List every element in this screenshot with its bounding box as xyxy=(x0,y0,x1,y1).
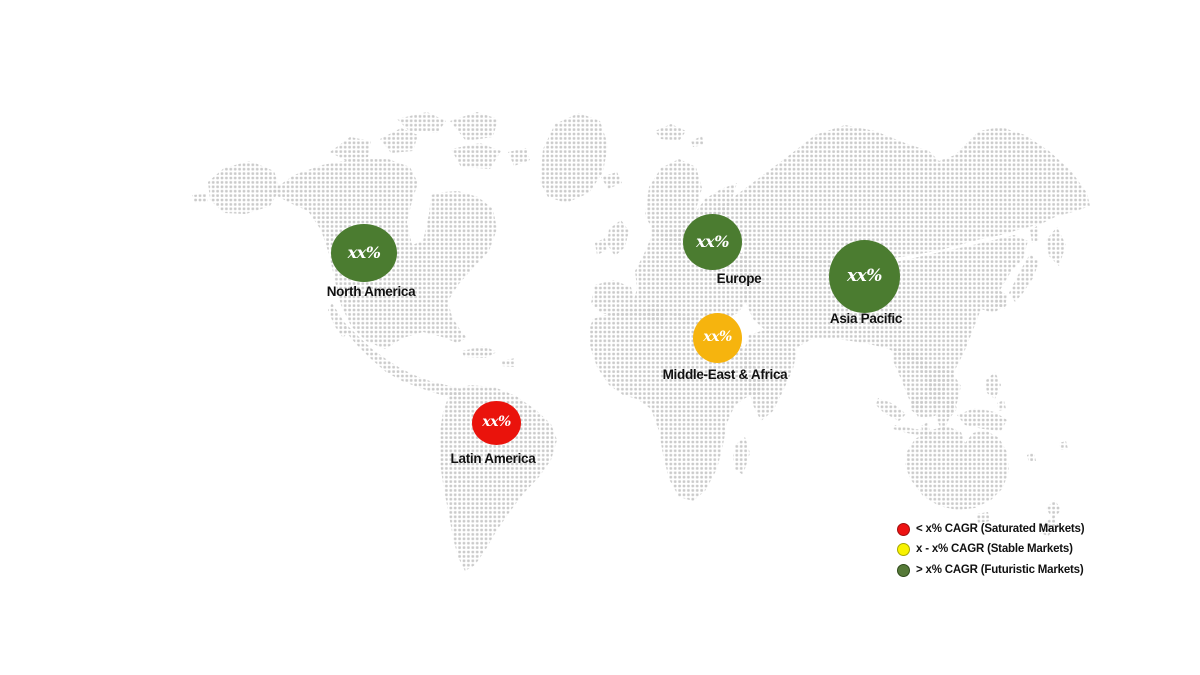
map-japan xyxy=(1009,254,1039,302)
bubble-value: xx% xyxy=(703,329,732,345)
region-label-north-america: North America xyxy=(326,284,416,299)
bubble-middle-east-africa: xx% xyxy=(693,313,742,363)
map-new-guinea xyxy=(957,408,1007,431)
map-arctic-island-6 xyxy=(508,148,530,166)
map-fiji xyxy=(1059,441,1068,450)
legend-label: x - x% CAGR (Stable Markets) xyxy=(916,543,1073,555)
legend-dot-futuristic xyxy=(897,563,910,577)
region-label-europe: Europe xyxy=(716,271,762,286)
bubble-value: xx% xyxy=(696,231,729,251)
bubble-value: xx% xyxy=(347,242,381,262)
legend: < x% CAGR (Saturated Markets) x - x% CAG… xyxy=(897,522,1085,584)
map-sumatra xyxy=(876,398,906,421)
map-arabia xyxy=(743,329,797,421)
legend-item-saturated: < x% CAGR (Saturated Markets) xyxy=(897,522,1085,536)
legend-dot-saturated xyxy=(897,522,910,536)
map-russia xyxy=(700,125,1090,265)
region-label-middle-east-africa: Middle-East & Africa xyxy=(662,367,788,382)
map-arctic-island-5 xyxy=(451,143,501,169)
map-cuba xyxy=(462,346,497,358)
region-label-asia-pacific: Asia Pacific xyxy=(829,311,903,326)
map-indochina xyxy=(929,364,961,434)
map-madagascar xyxy=(733,437,750,475)
map-ireland xyxy=(595,238,607,255)
map-korea xyxy=(995,289,1007,309)
map-south-america xyxy=(439,385,557,571)
bubble-europe: xx% xyxy=(683,214,742,270)
map-arctic-island-2 xyxy=(380,128,418,153)
legend-item-futuristic: > x% CAGR (Futuristic Markets) xyxy=(897,563,1084,577)
legend-label: < x% CAGR (Saturated Markets) xyxy=(916,522,1085,535)
map-australia xyxy=(905,426,1009,510)
map-uk xyxy=(607,220,629,256)
map-borneo xyxy=(911,394,939,418)
map-svalbard-2 xyxy=(691,136,704,147)
map-java xyxy=(893,425,933,437)
map-tasmania xyxy=(976,512,990,523)
map-sakhalin xyxy=(1030,226,1039,243)
map-iceland xyxy=(601,172,622,189)
bubble-value: xx% xyxy=(847,265,882,286)
bubble-asia-pacific: xx% xyxy=(829,240,900,313)
map-baja xyxy=(328,303,349,338)
map-arctic-island-4 xyxy=(450,112,498,141)
bubble-value: xx% xyxy=(482,414,511,430)
legend-item-stable: x - x% CAGR (Stable Markets) xyxy=(897,543,1084,557)
map-arctic-island-3 xyxy=(397,112,446,133)
map-new-zealand-north xyxy=(1046,500,1061,520)
map-kamchatka xyxy=(1046,227,1066,266)
map-mexico xyxy=(344,322,464,398)
legend-label: > x% CAGR (Futuristic Markets) xyxy=(916,563,1084,576)
map-greenland xyxy=(540,113,608,203)
map-new-caledonia xyxy=(1027,452,1036,463)
map-sulawesi xyxy=(943,396,957,419)
map-central-asia-china xyxy=(739,235,1028,404)
map-svalbard-1 xyxy=(655,124,686,141)
bubble-latin-america: xx% xyxy=(472,401,521,445)
bubble-north-america: xx% xyxy=(331,224,397,282)
map-hispaniola xyxy=(501,358,515,367)
map-arctic-island-1 xyxy=(330,137,371,161)
map-aleutians xyxy=(192,194,208,203)
region-label-latin-america: Latin America xyxy=(450,451,536,466)
map-philippines-2 xyxy=(997,400,1006,411)
legend-dot-stable xyxy=(897,543,910,556)
map-philippines xyxy=(985,372,1001,399)
map-new-zealand-south xyxy=(1040,517,1059,536)
map-alaska xyxy=(208,161,280,214)
